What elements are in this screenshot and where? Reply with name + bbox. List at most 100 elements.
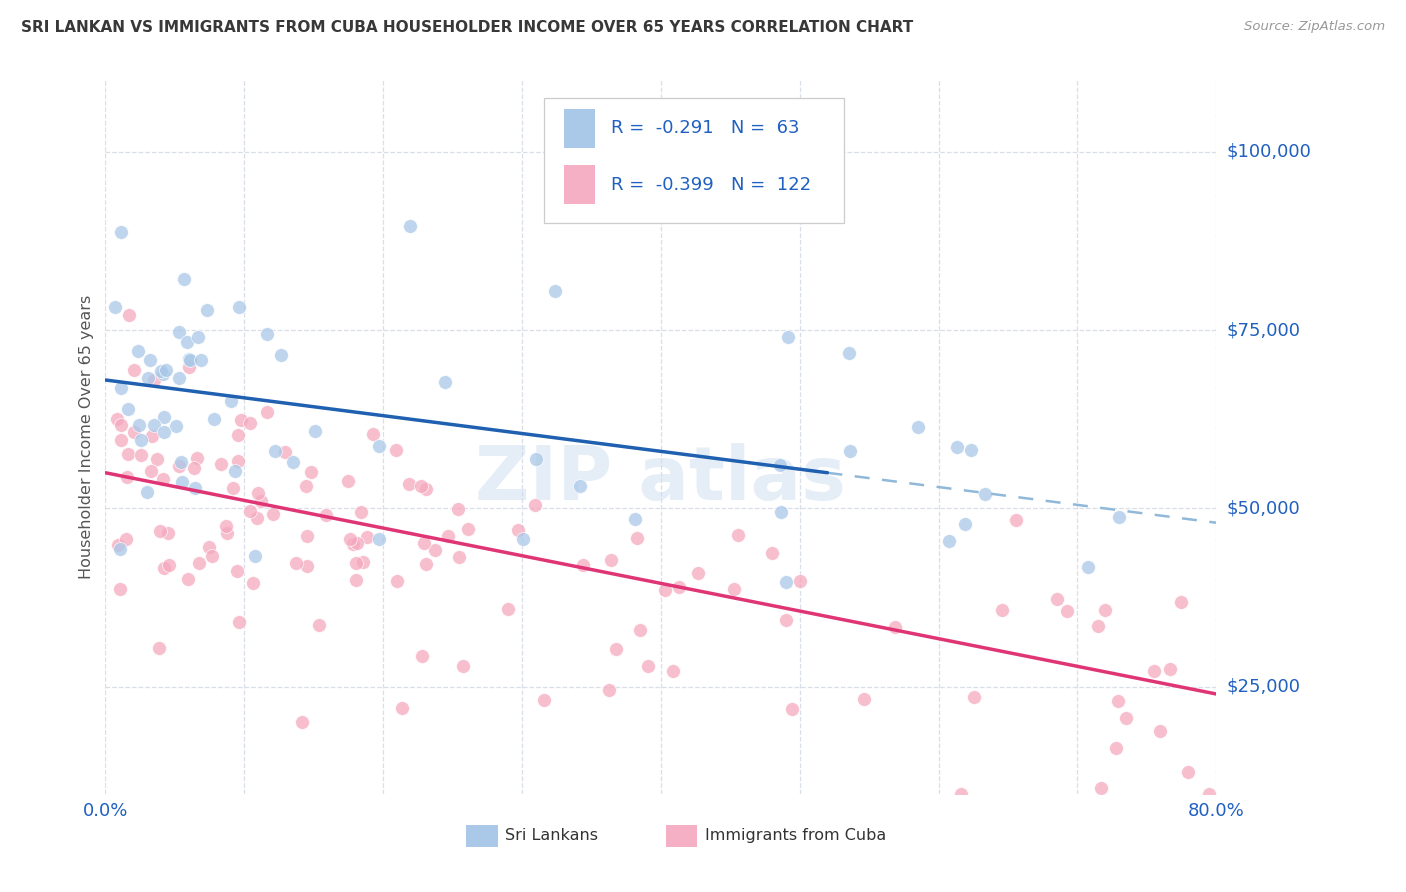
Point bbox=[775, 613, 797, 627]
Point bbox=[228, 615, 250, 629]
Point bbox=[108, 582, 131, 596]
Point bbox=[226, 454, 249, 468]
Point bbox=[342, 537, 364, 551]
Point bbox=[105, 411, 128, 425]
Point bbox=[727, 528, 749, 542]
Point bbox=[950, 787, 973, 801]
Point bbox=[239, 504, 262, 518]
Point bbox=[198, 541, 221, 555]
Point bbox=[1177, 765, 1199, 780]
Point bbox=[1108, 509, 1130, 524]
Point bbox=[127, 343, 149, 358]
Point bbox=[308, 617, 330, 632]
Point bbox=[907, 420, 929, 434]
Point bbox=[239, 417, 262, 431]
Point bbox=[778, 330, 800, 344]
Point bbox=[283, 455, 305, 469]
Point bbox=[139, 464, 162, 478]
Text: $50,000: $50,000 bbox=[1226, 500, 1299, 517]
Point bbox=[264, 443, 287, 458]
Point bbox=[243, 549, 266, 563]
Point bbox=[344, 573, 367, 587]
Point bbox=[457, 522, 479, 536]
Point bbox=[780, 702, 803, 716]
Point bbox=[350, 505, 373, 519]
Point bbox=[963, 690, 986, 704]
Point bbox=[411, 649, 433, 664]
Point bbox=[274, 444, 297, 458]
Point bbox=[304, 424, 326, 438]
Point bbox=[249, 493, 271, 508]
Point bbox=[226, 428, 249, 442]
Bar bbox=[666, 824, 697, 847]
Point bbox=[169, 325, 191, 339]
Point bbox=[246, 510, 269, 524]
Point bbox=[339, 533, 361, 547]
Point bbox=[187, 556, 209, 570]
Point bbox=[209, 458, 232, 472]
Point bbox=[789, 574, 811, 589]
Point bbox=[226, 564, 249, 578]
Point bbox=[139, 353, 162, 368]
Point bbox=[176, 334, 198, 349]
Text: ZIP atlas: ZIP atlas bbox=[475, 443, 846, 516]
Point bbox=[284, 556, 307, 570]
Point bbox=[654, 582, 676, 597]
Point bbox=[415, 482, 437, 496]
Point bbox=[152, 425, 174, 439]
Point bbox=[544, 284, 567, 298]
Point bbox=[148, 640, 170, 655]
Point bbox=[605, 641, 627, 656]
Point bbox=[770, 505, 793, 519]
Point bbox=[1077, 560, 1099, 574]
Point bbox=[344, 556, 367, 570]
Point bbox=[104, 300, 127, 314]
Point bbox=[628, 623, 651, 637]
Point bbox=[159, 558, 181, 572]
Point bbox=[1004, 513, 1026, 527]
Point bbox=[142, 373, 165, 387]
Point bbox=[1108, 694, 1130, 708]
Point bbox=[637, 659, 659, 673]
Point bbox=[533, 693, 555, 707]
Point bbox=[146, 452, 169, 467]
Point bbox=[221, 394, 243, 409]
Point bbox=[425, 543, 447, 558]
Point bbox=[599, 553, 621, 567]
Point bbox=[141, 429, 163, 443]
Point bbox=[337, 474, 360, 488]
Point bbox=[117, 401, 139, 416]
Point bbox=[398, 477, 420, 491]
Point bbox=[437, 529, 460, 543]
Point bbox=[179, 352, 201, 367]
Text: $100,000: $100,000 bbox=[1226, 143, 1310, 161]
Point bbox=[512, 533, 534, 547]
Point bbox=[1087, 619, 1109, 633]
Point bbox=[387, 574, 409, 589]
Point bbox=[118, 308, 141, 322]
Point bbox=[153, 561, 176, 575]
Point bbox=[152, 472, 174, 486]
Point bbox=[434, 375, 457, 389]
Point bbox=[415, 557, 437, 571]
Point bbox=[131, 448, 153, 462]
Point bbox=[143, 418, 166, 433]
Point bbox=[114, 533, 136, 547]
Point bbox=[173, 272, 195, 286]
Point bbox=[214, 519, 236, 533]
Point bbox=[110, 417, 132, 432]
Point bbox=[1105, 741, 1128, 756]
Point bbox=[201, 549, 224, 563]
Point bbox=[315, 508, 337, 523]
Point bbox=[179, 351, 201, 366]
Point bbox=[110, 381, 132, 395]
Point bbox=[451, 658, 474, 673]
Point bbox=[131, 433, 153, 447]
Point bbox=[107, 538, 129, 552]
Point bbox=[295, 479, 318, 493]
Point bbox=[974, 487, 997, 501]
Point bbox=[136, 484, 159, 499]
Point bbox=[723, 582, 745, 596]
Text: $25,000: $25,000 bbox=[1226, 678, 1301, 696]
Point bbox=[262, 507, 284, 521]
